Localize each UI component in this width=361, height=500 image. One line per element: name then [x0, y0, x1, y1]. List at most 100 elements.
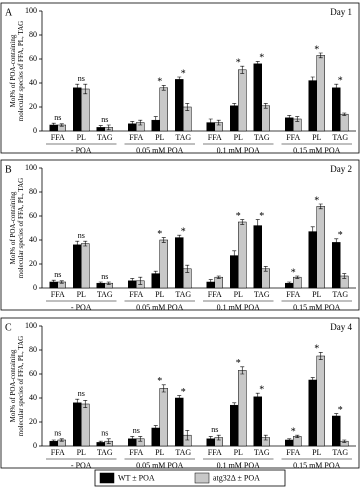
x-tick-label: PL — [155, 133, 164, 142]
x-tick-label: PL — [155, 290, 164, 299]
bar — [316, 206, 325, 289]
error-bar — [106, 438, 111, 444]
legend-label: atg32Δ ± POA — [213, 473, 260, 482]
panel-label: A — [5, 7, 13, 18]
significance-label: * — [259, 53, 264, 64]
x-tick-label: FFA — [129, 290, 143, 299]
significance-label: * — [181, 226, 186, 237]
y-axis-label: Mol% of POA-containingmolecular species … — [9, 178, 25, 278]
significance-label: ns — [78, 74, 85, 83]
significance-label: ns — [78, 231, 85, 240]
y-tick-label: 80 — [29, 187, 37, 196]
significance-label: * — [338, 75, 343, 86]
y-tick-label: 0 — [33, 441, 37, 450]
bar — [261, 268, 270, 289]
y-axis-label: Mol% of POA-containingmolecular species … — [9, 21, 25, 121]
legend-swatch — [99, 472, 115, 484]
x-tick-label: TAG — [332, 133, 348, 142]
significance-label: * — [314, 344, 319, 355]
error-bar — [334, 413, 339, 419]
group-label: 0.1 mM POA — [217, 461, 261, 470]
legend-label: WT ± POA — [118, 473, 155, 482]
error-bar — [310, 226, 315, 237]
y-tick-label: 40 — [29, 393, 37, 402]
y-tick-label: 100 — [25, 163, 37, 172]
y-axis-label-line: Mol% of POA-containing — [9, 191, 17, 264]
error-bar — [255, 61, 260, 67]
error-bar — [153, 425, 158, 431]
bar — [332, 242, 341, 289]
panel-label: B — [5, 164, 12, 175]
x-tick-label: FFA — [208, 133, 222, 142]
group-label: - POA — [71, 303, 92, 312]
bar — [332, 87, 341, 132]
error-bar — [208, 279, 213, 285]
error-bar — [51, 439, 56, 443]
x-tick-label: TAG — [97, 133, 113, 142]
bar — [253, 63, 262, 132]
x-tick-label: TAG — [175, 133, 191, 142]
bar — [340, 113, 349, 132]
significance-label: * — [338, 405, 343, 416]
error-bar — [216, 434, 221, 441]
error-bar — [240, 366, 245, 375]
panel-frame — [0, 2, 360, 154]
significance-label: * — [157, 376, 162, 387]
error-bar — [98, 125, 103, 130]
bar — [238, 69, 247, 132]
x-tick-label: PL — [234, 133, 243, 142]
x-tick-label: FFA — [286, 290, 300, 299]
x-tick-label: PL — [155, 448, 164, 457]
significance-label: * — [259, 384, 264, 395]
significance-label: * — [291, 426, 296, 437]
error-bar — [161, 384, 166, 393]
error-bar — [232, 250, 237, 261]
error-bar — [83, 240, 88, 247]
y-tick-label: 40 — [29, 78, 37, 87]
y-tick-label: 20 — [29, 417, 37, 426]
y-axis-label: Mol% of POA-containingmolecular species … — [9, 336, 25, 436]
significance-label: * — [314, 44, 319, 55]
error-bar — [287, 281, 292, 285]
x-tick-label: PL — [77, 448, 86, 457]
panel-frame — [0, 159, 360, 311]
error-bar — [295, 275, 300, 279]
error-bar — [208, 436, 213, 442]
y-tick-label: 0 — [33, 283, 37, 292]
group-label: 0.1 mM POA — [217, 146, 261, 155]
error-bar — [75, 83, 80, 92]
group-label: - POA — [71, 146, 92, 155]
bar — [81, 88, 90, 132]
error-bar — [318, 203, 323, 210]
bar — [293, 276, 302, 289]
error-bar — [216, 119, 221, 126]
error-bar — [130, 278, 135, 284]
error-bar — [334, 238, 339, 247]
y-tick-label: 60 — [29, 369, 37, 378]
x-tick-label: TAG — [97, 290, 113, 299]
x-tick-label: FFA — [51, 290, 65, 299]
significance-label: ns — [54, 113, 61, 122]
error-bar — [138, 436, 143, 442]
x-tick-label: PL — [312, 448, 321, 457]
y-tick-label: 40 — [29, 235, 37, 244]
x-tick-label: PL — [312, 290, 321, 299]
error-bar — [161, 237, 166, 243]
panel-frame — [0, 317, 360, 469]
error-bar — [342, 112, 347, 116]
error-bar — [287, 438, 292, 442]
error-bar — [342, 273, 347, 279]
group-label: - POA — [71, 461, 92, 470]
y-axis-label-line: Mol% of POA-containing — [9, 34, 17, 107]
error-bar — [161, 85, 166, 91]
error-bar — [51, 279, 56, 285]
x-tick-label: PL — [234, 448, 243, 457]
x-tick-label: TAG — [254, 133, 270, 142]
error-bar — [130, 436, 135, 442]
error-bar — [255, 392, 260, 401]
x-tick-label: FFA — [208, 290, 222, 299]
error-bar — [98, 281, 103, 285]
bar — [316, 355, 325, 447]
y-tick-label: 80 — [29, 345, 37, 354]
bar — [159, 87, 168, 132]
